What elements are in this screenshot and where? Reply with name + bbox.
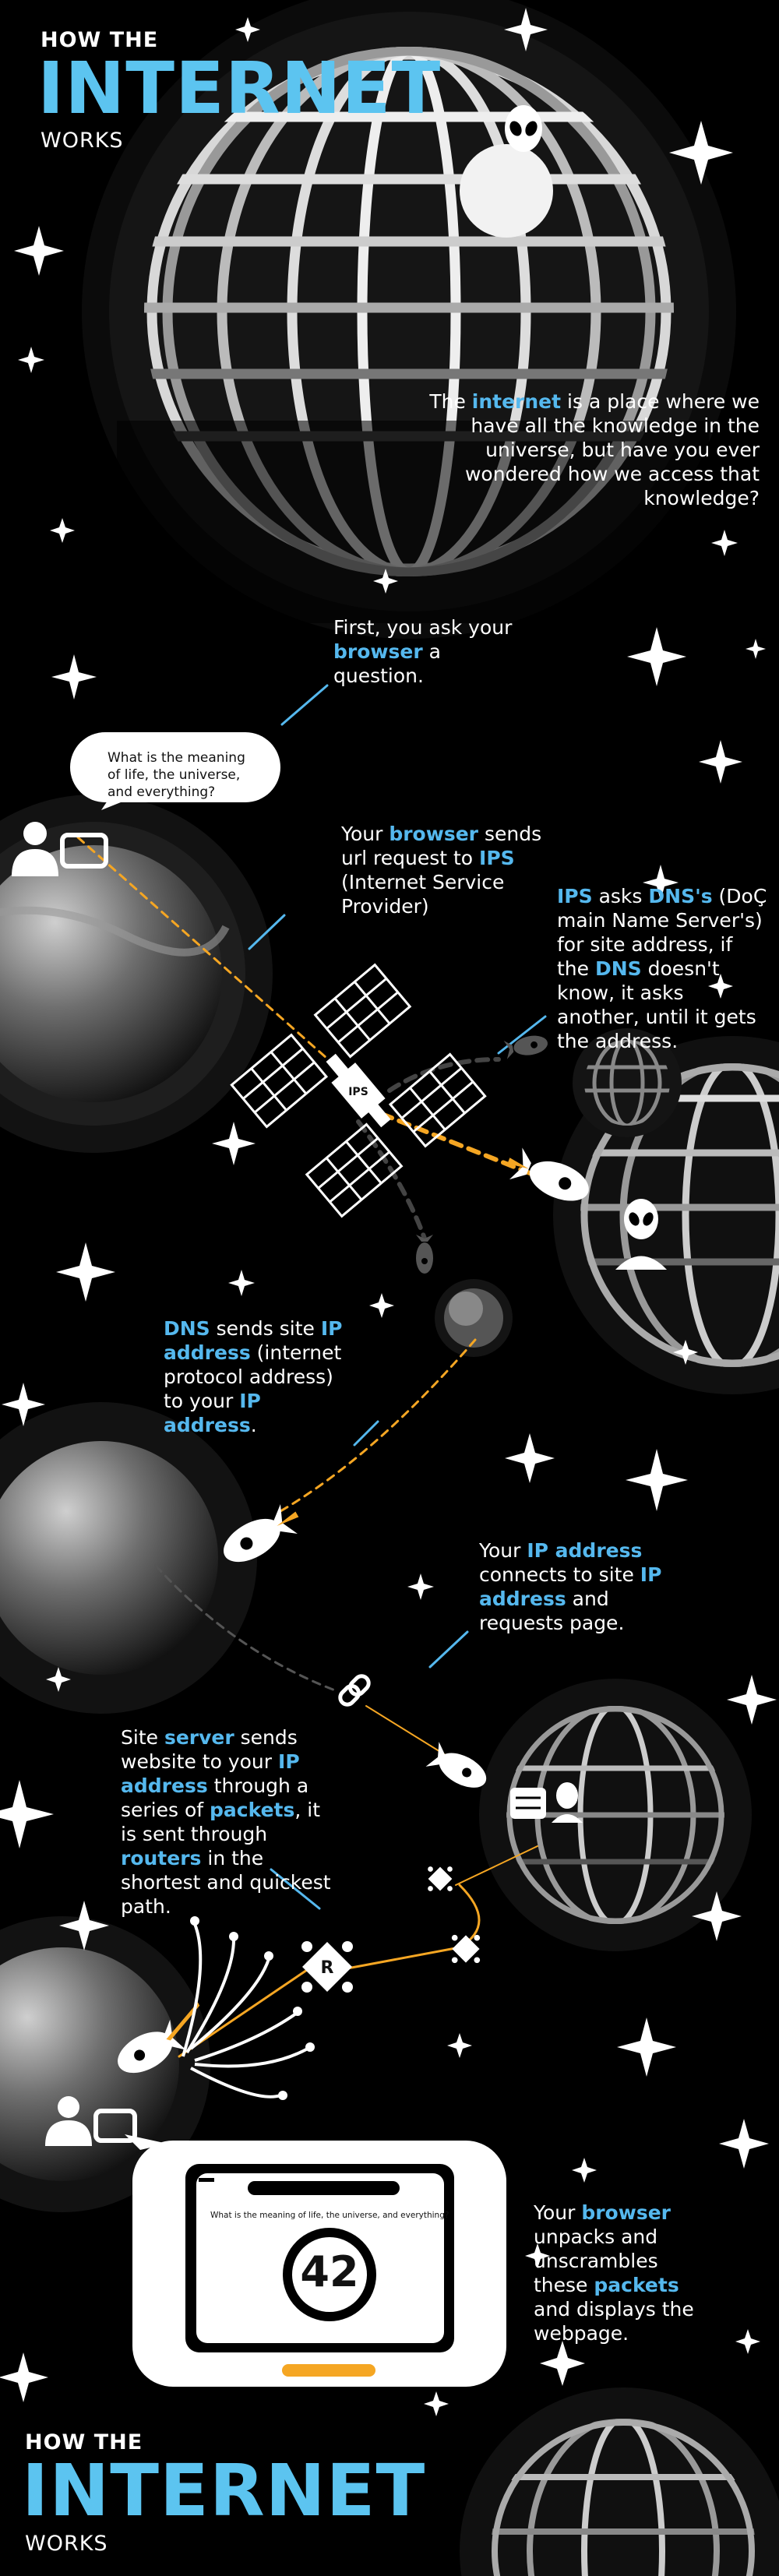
- header-internet: INTERNET: [37, 47, 442, 130]
- answer-42: 42: [300, 2247, 359, 2296]
- star-icon: [212, 1122, 256, 1165]
- top-globe: [82, 0, 736, 639]
- star-icon: [424, 2391, 449, 2416]
- star-icon: [235, 17, 260, 42]
- router-icon: [428, 1866, 453, 1891]
- star-icon: [627, 627, 686, 686]
- star-icon: [617, 2017, 676, 2077]
- star-icon: [51, 654, 97, 700]
- router-label: R: [321, 1958, 334, 1978]
- small-globe-1: [573, 1028, 682, 1137]
- intro-text: The internet is a place where we have al…: [429, 390, 760, 509]
- server-icon: [510, 1788, 546, 1819]
- star-icon: [626, 1449, 688, 1511]
- star-icon: [572, 2158, 597, 2183]
- step1-text: First, you ask your browser a question.: [333, 616, 513, 687]
- step5-text: Your IP address connects to site IP addr…: [479, 1539, 662, 1634]
- footer-globe: [460, 2387, 779, 2576]
- star-icon: [14, 226, 64, 276]
- header-how-the: HOW THE: [41, 28, 159, 52]
- footer-how-the: HOW THE: [25, 2430, 143, 2454]
- star-icon: [0, 2352, 48, 2402]
- question-bubble: What is the meaning of life, the univers…: [70, 732, 280, 802]
- user-icon: [12, 822, 58, 876]
- satellite-label: IPS: [348, 1086, 368, 1098]
- router-icon: [301, 1941, 353, 1993]
- star-icon: [0, 1780, 54, 1848]
- star-icon: [50, 518, 75, 543]
- star-icon: [373, 569, 398, 594]
- alien-icon: [624, 1199, 658, 1239]
- stars: [0, 8, 777, 2416]
- step6-text: Site server sends website to your IP add…: [121, 1726, 331, 1918]
- step3-text: IPS asks DNS's (DoÇ main Name Server's) …: [557, 885, 767, 1052]
- step4-text: DNS sends site IP address (internet prot…: [164, 1317, 343, 1436]
- star-icon: [711, 530, 738, 556]
- star-icon: [525, 2243, 550, 2268]
- star-icon: [18, 347, 44, 373]
- planet-3: [0, 1402, 257, 1714]
- star-icon: [59, 1901, 109, 1951]
- footer-works: WORKS: [25, 2532, 108, 2556]
- star-icon: [643, 865, 679, 900]
- star-icon: [407, 1573, 434, 1600]
- link-icon: [338, 1674, 371, 1707]
- laptop-icon: [93, 2109, 137, 2143]
- star-icon: [727, 1675, 777, 1725]
- star-icon: [719, 2119, 769, 2169]
- header-works: WORKS: [41, 129, 124, 153]
- star-icon: [673, 1340, 698, 1365]
- star-icon: [735, 2329, 760, 2354]
- star-icon: [2, 1383, 45, 1426]
- small-globe-2: [435, 1279, 513, 1357]
- star-icon: [228, 1270, 255, 1296]
- star-icon: [505, 1433, 555, 1483]
- step7-text: Your browser unpacks and unscrambles the…: [534, 2201, 694, 2345]
- star-icon: [369, 1293, 394, 1318]
- rocket-icon: [416, 1235, 433, 1274]
- star-icon: [708, 974, 733, 999]
- footer-internet: INTERNET: [22, 2449, 426, 2532]
- alien-icon: [556, 1782, 578, 1809]
- packet-wires: [182, 1923, 308, 2099]
- rocket-icon: [425, 1742, 487, 1788]
- user-icon: [45, 2096, 92, 2146]
- rocket-icon: [507, 1147, 589, 1201]
- browser-device: [125, 2134, 506, 2387]
- star-icon: [699, 740, 742, 784]
- server-globe: [479, 1679, 752, 1951]
- star-icon: [692, 1891, 742, 1941]
- user-planet: [0, 795, 273, 1153]
- screen-question: What is the meaning of life, the univers…: [210, 2211, 449, 2220]
- laptop-icon: [60, 833, 108, 869]
- alien-icon: [505, 105, 542, 152]
- router-icon: [451, 1934, 481, 1964]
- step2-text: Your browser sends url request to IPS (I…: [341, 823, 542, 918]
- star-icon: [540, 2341, 585, 2386]
- star-icon: [746, 639, 766, 659]
- rocket-icon: [118, 2002, 200, 2074]
- star-icon: [46, 1667, 71, 1692]
- star-icon: [504, 8, 548, 51]
- star-icon: [56, 1242, 115, 1302]
- rocket-icon: [224, 1503, 299, 1563]
- star-icon: [447, 2033, 472, 2058]
- rocket-icon: [503, 1035, 548, 1059]
- star-icon: [669, 121, 733, 185]
